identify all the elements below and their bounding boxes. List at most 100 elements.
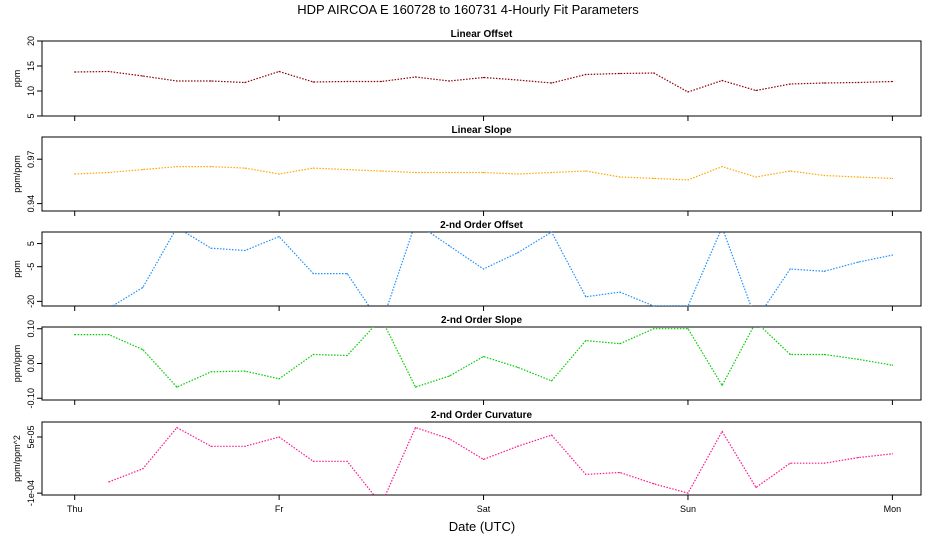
data-point	[551, 82, 553, 84]
data-point	[312, 460, 314, 462]
y-tick-label: 5e-05	[26, 425, 36, 448]
data-point	[108, 481, 110, 483]
data-point	[687, 91, 689, 93]
data-point	[142, 286, 144, 289]
data-point	[142, 75, 144, 77]
data-point	[346, 80, 348, 83]
x-tick-label: Fr	[275, 504, 284, 514]
x-tick-label: Sat	[477, 504, 491, 514]
data-point	[312, 273, 314, 275]
data-point	[108, 70, 110, 73]
data-point	[244, 370, 246, 372]
data-point	[857, 176, 859, 178]
data-point	[142, 348, 144, 351]
data-point	[448, 245, 451, 247]
data-point	[210, 247, 212, 249]
data-point	[857, 81, 859, 84]
panel-3: 2-nd Order Offset ppm -20 -5 5	[12, 220, 922, 311]
data-point	[789, 170, 791, 172]
data-point	[312, 167, 314, 169]
panel-title: 2-nd Order Slope	[441, 315, 523, 326]
data-point	[653, 328, 655, 330]
data-point	[346, 354, 348, 357]
data-point	[585, 296, 587, 298]
data-point	[380, 80, 382, 83]
x-tick-label: Thu	[67, 504, 83, 514]
data-point	[448, 171, 451, 174]
y-axis-label: ppm/ppm	[12, 155, 22, 193]
data-point	[244, 445, 246, 447]
data-point	[653, 72, 655, 74]
data-point	[891, 80, 893, 83]
data-point	[517, 173, 519, 175]
data-point	[448, 375, 451, 377]
data-point	[653, 483, 655, 485]
data-point	[74, 334, 76, 336]
data-point	[482, 268, 485, 270]
panel-title: Linear Slope	[451, 125, 511, 136]
y-tick-label: -20	[26, 295, 36, 308]
data-point	[142, 168, 144, 171]
data-point	[585, 473, 587, 476]
data-point	[687, 305, 689, 307]
data-point	[687, 328, 689, 330]
data-point	[244, 81, 246, 84]
data-point	[210, 166, 212, 168]
data-point	[448, 438, 451, 440]
data-point	[517, 252, 519, 254]
data-point	[857, 358, 859, 360]
data-point	[482, 76, 485, 79]
data-point	[823, 462, 825, 464]
figure-title: HDP AIRCOA E 160728 to 160731 4-Hourly F…	[297, 2, 639, 17]
data-point	[585, 170, 587, 172]
series-line	[74, 165, 893, 181]
y-tick-label: 0.10	[26, 320, 36, 338]
x-axis-label: Date (UTC)	[449, 519, 515, 534]
data-point	[176, 386, 178, 388]
data-point	[312, 81, 314, 83]
data-point	[74, 71, 76, 73]
panel-5: 2-nd Order Curvature ppm/ppm^2 -1e-04 5e-05…	[12, 410, 922, 514]
data-point	[551, 380, 553, 382]
data-point	[278, 436, 280, 438]
data-point	[619, 291, 621, 293]
data-point	[346, 273, 348, 275]
data-point	[721, 430, 723, 432]
data-point	[278, 70, 280, 73]
data-point	[721, 384, 723, 386]
data-point	[176, 427, 178, 429]
data-point	[517, 445, 519, 447]
panel-4: 2-nd Order Slope ppm/ppm -0.10 0.00 0.10	[12, 315, 922, 409]
data-point	[619, 471, 621, 474]
data-point	[414, 386, 417, 388]
y-axis-label: ppm/ppm^2	[12, 435, 22, 482]
data-point	[551, 171, 553, 174]
data-point	[278, 378, 280, 380]
data-point	[551, 231, 553, 233]
data-point	[210, 80, 212, 82]
x-tick-label: Sun	[680, 504, 696, 514]
data-point	[755, 176, 757, 178]
data-point	[789, 268, 791, 270]
data-point	[823, 82, 825, 84]
panel-title: 2-nd Order Curvature	[431, 410, 533, 421]
data-point	[789, 83, 791, 85]
data-point	[687, 492, 689, 494]
panel-frame	[41, 136, 922, 212]
y-axis-label: ppm	[12, 70, 22, 88]
data-point	[517, 366, 519, 368]
data-point	[278, 236, 280, 238]
y-tick-label: 0.00	[26, 355, 36, 373]
data-point	[74, 173, 76, 175]
x-tick-label: Mon	[884, 504, 902, 514]
y-axis-label: ppm/ppm	[12, 345, 22, 383]
panel-frame	[41, 231, 922, 307]
data-point	[619, 72, 621, 75]
data-point	[482, 458, 485, 461]
data-point	[721, 166, 723, 168]
data-point	[687, 179, 689, 181]
data-point	[653, 177, 655, 180]
y-axis-label: ppm	[12, 260, 22, 278]
data-point	[346, 168, 348, 171]
data-point	[312, 353, 314, 356]
